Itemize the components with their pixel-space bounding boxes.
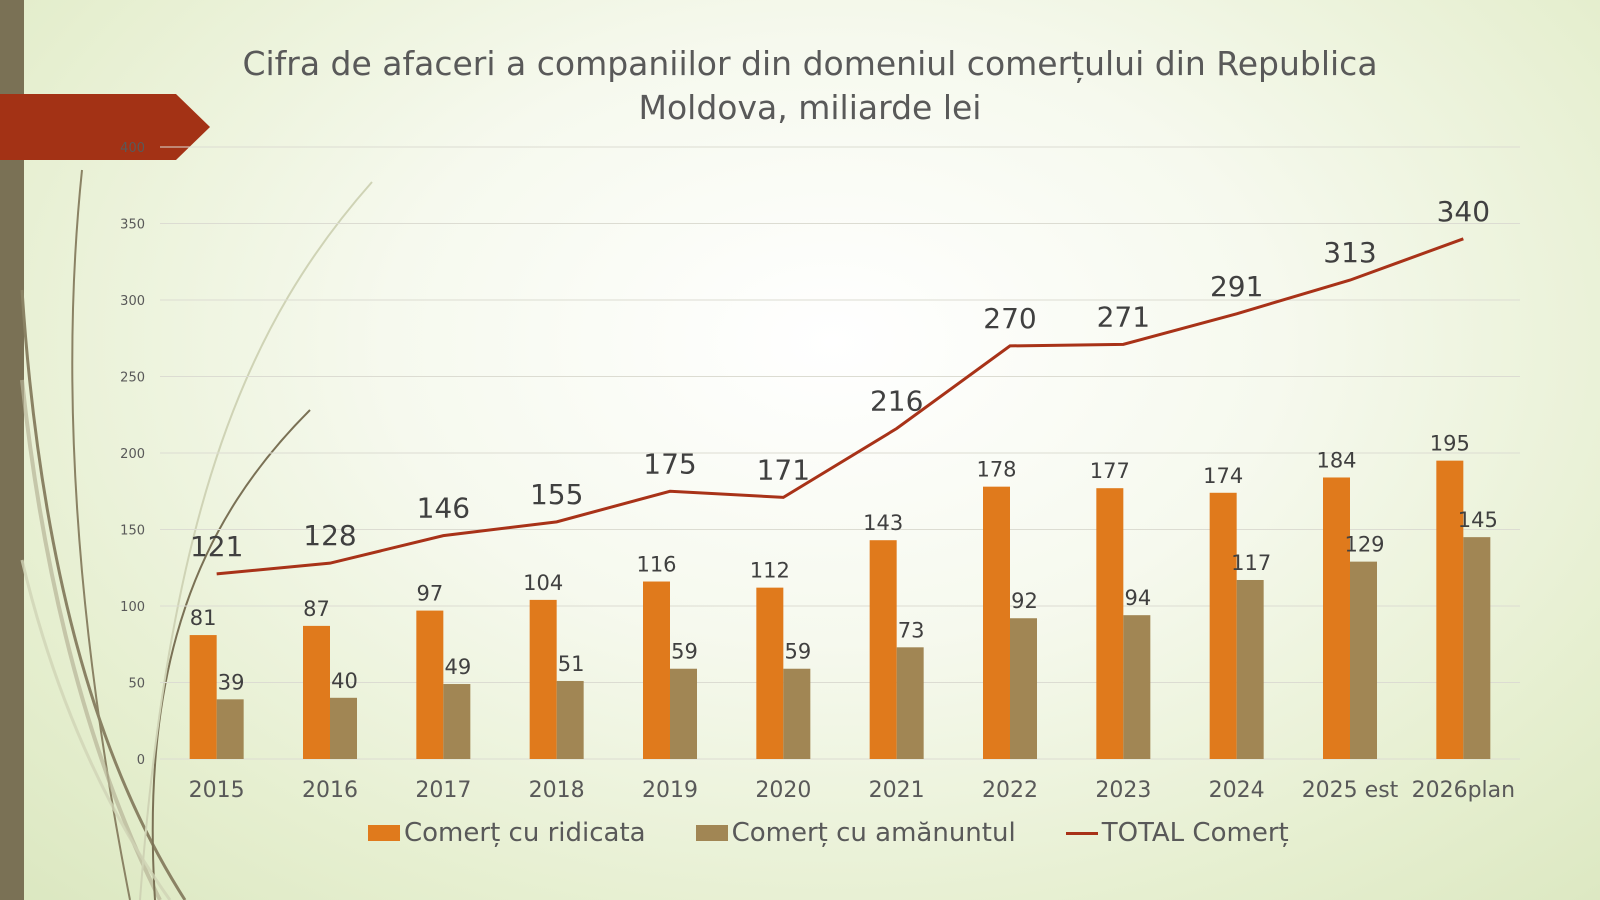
- bar-retail-9: [1236, 579, 1264, 759]
- legend-item-retail: Comerț cu amănuntul: [695, 818, 1016, 848]
- data-label-retail-5: 59: [784, 640, 811, 664]
- y-tick-label-3: 150: [120, 524, 145, 539]
- line-total: [216, 237, 1464, 576]
- legend-label-wholesale: Comerț cu ridicata: [404, 818, 646, 848]
- bar-wholesale-10: [1323, 477, 1350, 759]
- data-label-total-0: 121: [190, 530, 243, 563]
- data-label-total-3: 155: [530, 478, 583, 511]
- bar-retail-3: [556, 680, 584, 759]
- legend-item-total: TOTAL Comerț: [1065, 818, 1289, 848]
- bar-wholesale-5: [756, 587, 784, 759]
- bar-retail-0: [216, 699, 244, 759]
- data-label-total-10: 313: [1323, 236, 1376, 269]
- x-tick-label-4: 2019: [642, 778, 698, 803]
- bar-wholesale-7: [983, 486, 1010, 759]
- bar-retail-2: [443, 684, 471, 759]
- data-label-wholesale-6: 143: [863, 511, 903, 535]
- legend-item-wholesale: Comerț cu ridicata: [368, 818, 646, 848]
- data-label-total-7: 270: [983, 302, 1036, 335]
- y-tick-label-5: 250: [120, 371, 145, 386]
- data-label-retail-3: 51: [558, 652, 585, 676]
- data-label-wholesale-1: 87: [303, 597, 330, 621]
- data-label-total-2: 146: [417, 492, 470, 525]
- bar-wholesale-6: [869, 540, 897, 759]
- data-label-retail-9: 117: [1231, 551, 1271, 575]
- data-label-total-1: 128: [303, 519, 356, 552]
- y-tick-label-8: 400: [120, 141, 145, 156]
- data-label-wholesale-3: 104: [523, 571, 563, 595]
- bar-retail-1: [330, 697, 357, 759]
- data-label-total-4: 175: [643, 447, 696, 480]
- x-tick-label-6: 2021: [869, 778, 925, 803]
- data-label-retail-0: 39: [218, 670, 245, 694]
- y-tick-label-4: 200: [120, 447, 145, 462]
- bar-retail-6: [896, 647, 924, 759]
- data-label-retail-8: 94: [1124, 586, 1151, 610]
- bar-retail-7: [1010, 618, 1037, 759]
- legend-label-total: TOTAL Comerț: [1101, 818, 1289, 848]
- data-label-wholesale-10: 184: [1316, 448, 1356, 472]
- bar-wholesale-1: [303, 625, 330, 759]
- bar-retail-5: [783, 668, 811, 759]
- data-label-retail-4: 59: [671, 640, 698, 664]
- x-tick-label-5: 2020: [755, 778, 811, 803]
- data-label-retail-11: 145: [1458, 508, 1498, 532]
- bar-retail-10: [1350, 561, 1377, 759]
- bar-wholesale-4: [643, 581, 670, 759]
- data-label-retail-1: 40: [331, 669, 358, 693]
- data-label-wholesale-0: 81: [190, 606, 217, 630]
- bar-wholesale-8: [1096, 488, 1124, 759]
- data-label-wholesale-11: 195: [1430, 432, 1470, 456]
- data-label-total-11: 340: [1437, 195, 1490, 228]
- x-tick-label-2: 2017: [415, 778, 471, 803]
- chart-title: Cifra de afaceri a companiilor din domen…: [242, 44, 1378, 127]
- y-tick-label-0: 0: [137, 753, 145, 768]
- bar-wholesale-2: [416, 610, 444, 759]
- data-label-wholesale-2: 97: [416, 582, 443, 606]
- bar-wholesale-0: [189, 635, 217, 759]
- data-label-retail-10: 129: [1344, 533, 1384, 557]
- arrow-shape: [0, 94, 210, 160]
- legend: Comerț cu ridicata Comerț cu amănuntul T…: [368, 816, 1339, 850]
- x-tick-label-3: 2018: [529, 778, 585, 803]
- legend-label-retail: Comerț cu amănuntul: [731, 818, 1016, 848]
- data-label-wholesale-4: 116: [636, 553, 676, 577]
- data-label-wholesale-8: 177: [1090, 459, 1130, 483]
- title-arrow-tab: [0, 94, 210, 160]
- bar-retail-8: [1123, 615, 1151, 759]
- x-tick-label-1: 2016: [302, 778, 358, 803]
- x-tick-label-0: 2015: [189, 778, 245, 803]
- data-label-total-9: 291: [1210, 270, 1263, 303]
- y-tick-label-2: 100: [120, 600, 145, 615]
- bar-retail-4: [670, 668, 697, 759]
- legend-swatch-total: [1065, 831, 1098, 835]
- legend-swatch-wholesale: [368, 825, 400, 841]
- data-label-wholesale-9: 174: [1203, 464, 1243, 488]
- y-tick-label-1: 50: [128, 677, 145, 692]
- data-label-wholesale-5: 112: [750, 559, 790, 583]
- x-tick-label-11: 2026plan: [1412, 778, 1516, 803]
- data-label-wholesale-7: 178: [976, 458, 1016, 482]
- bar-wholesale-3: [529, 599, 557, 759]
- bar-wholesale-11: [1436, 460, 1464, 759]
- data-label-retail-7: 92: [1011, 589, 1038, 613]
- data-label-total-8: 271: [1097, 300, 1150, 333]
- x-tick-label-7: 2022: [982, 778, 1038, 803]
- data-label-retail-2: 49: [444, 655, 471, 679]
- x-tick-label-8: 2023: [1095, 778, 1151, 803]
- data-label-total-5: 171: [757, 453, 810, 486]
- data-label-retail-6: 73: [898, 618, 925, 642]
- bar-retail-11: [1463, 537, 1491, 759]
- bar-wholesale-9: [1209, 492, 1237, 759]
- legend-swatch-retail: [695, 825, 728, 841]
- y-tick-label-7: 350: [120, 218, 145, 233]
- x-tick-label-9: 2024: [1209, 778, 1265, 803]
- y-tick-label-6: 300: [120, 294, 145, 309]
- data-label-total-6: 216: [870, 385, 923, 418]
- x-tick-label-10: 2025 est: [1302, 778, 1399, 803]
